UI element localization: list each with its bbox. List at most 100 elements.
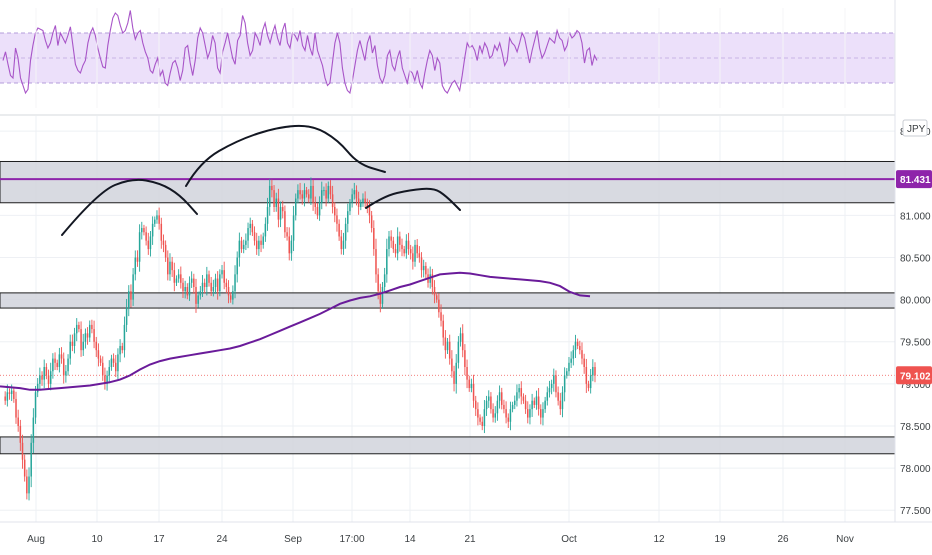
candle — [69, 334, 71, 365]
pattern-arc-1[interactable] — [61, 178, 198, 236]
candle — [158, 207, 160, 230]
candle — [550, 379, 553, 395]
candle-body — [65, 371, 67, 376]
candle-body — [121, 345, 124, 351]
candle-body — [28, 476, 30, 494]
candle-body — [448, 341, 451, 359]
candle-body — [442, 320, 444, 338]
candle-body — [149, 236, 152, 250]
candle — [255, 232, 258, 255]
candle-body — [518, 388, 520, 393]
candle — [294, 193, 297, 221]
candle-body — [115, 362, 117, 372]
candle-body — [451, 358, 453, 372]
candle-body — [433, 286, 436, 296]
candle — [93, 320, 95, 349]
candle-body — [143, 228, 145, 233]
candle-body — [13, 390, 15, 400]
candle-body — [334, 206, 336, 216]
moving-average-line — [0, 271, 591, 391]
candle-body — [438, 299, 440, 313]
candle-body — [188, 282, 191, 296]
candle-body — [86, 333, 89, 338]
candle — [106, 370, 108, 391]
time-tick-label: 14 — [404, 534, 416, 545]
candle-body — [405, 240, 408, 254]
candle-body — [78, 324, 80, 330]
candle — [336, 208, 338, 232]
candle-body — [101, 362, 104, 376]
candle-body — [483, 409, 486, 426]
candle — [587, 380, 590, 392]
candle-body — [479, 417, 481, 422]
candle — [78, 321, 80, 333]
price-tick-label: 78.500 — [900, 422, 931, 433]
candle — [364, 191, 366, 208]
candle — [459, 327, 462, 347]
pattern-arc-3[interactable] — [365, 187, 461, 211]
pattern-arc-2[interactable] — [185, 124, 386, 187]
candle — [448, 334, 451, 365]
candle-body — [180, 274, 182, 283]
candle-body — [455, 362, 457, 384]
candle-body — [379, 291, 382, 304]
candle — [485, 395, 488, 416]
candle-body — [156, 215, 158, 220]
candle — [589, 368, 592, 394]
candle-body — [255, 240, 258, 250]
candle-body — [498, 392, 501, 401]
currency-badge[interactable]: JPY — [902, 119, 928, 137]
candle — [32, 408, 35, 454]
time-tick-label: Sep — [284, 534, 302, 545]
candle-body — [576, 341, 579, 346]
candle-body — [383, 274, 386, 287]
candle-body — [553, 375, 555, 384]
candle — [56, 359, 58, 371]
candle-body — [459, 333, 462, 342]
candle-body — [158, 215, 160, 224]
candle — [353, 182, 356, 200]
candle-body — [71, 341, 74, 346]
candle — [149, 231, 152, 257]
candle — [117, 348, 119, 380]
candle-body — [353, 190, 356, 195]
candle — [435, 292, 438, 303]
candle — [43, 359, 45, 389]
candle-body — [477, 409, 479, 418]
candle — [531, 393, 533, 417]
candle — [23, 454, 26, 482]
candle-body — [177, 274, 180, 279]
candle-body — [425, 265, 427, 275]
candle-body — [123, 324, 126, 351]
candle — [15, 391, 17, 424]
candle-body — [286, 232, 288, 237]
candle — [112, 353, 115, 367]
price-tick-label: 80.500 — [900, 254, 931, 265]
candle — [342, 232, 345, 255]
sr-zone-2[interactable] — [0, 292, 896, 309]
candle — [509, 401, 512, 431]
sr-zone-3[interactable] — [0, 436, 896, 455]
candle — [498, 385, 501, 409]
candle-body — [321, 190, 323, 203]
price-axis-bg — [895, 0, 932, 550]
candle — [245, 233, 247, 251]
candle-body — [43, 367, 45, 380]
candle — [49, 362, 52, 391]
candle-body — [80, 329, 82, 351]
candle-body — [203, 282, 206, 287]
candle — [297, 184, 299, 204]
candle — [418, 246, 421, 263]
candle — [466, 359, 468, 389]
candle — [154, 216, 156, 227]
time-tick-label: 26 — [777, 534, 789, 545]
candle — [544, 396, 546, 413]
candle — [71, 334, 74, 352]
candle — [312, 179, 314, 211]
candle — [184, 280, 186, 299]
candle — [520, 381, 523, 405]
candle-body — [494, 413, 497, 418]
candle-body — [290, 240, 293, 254]
